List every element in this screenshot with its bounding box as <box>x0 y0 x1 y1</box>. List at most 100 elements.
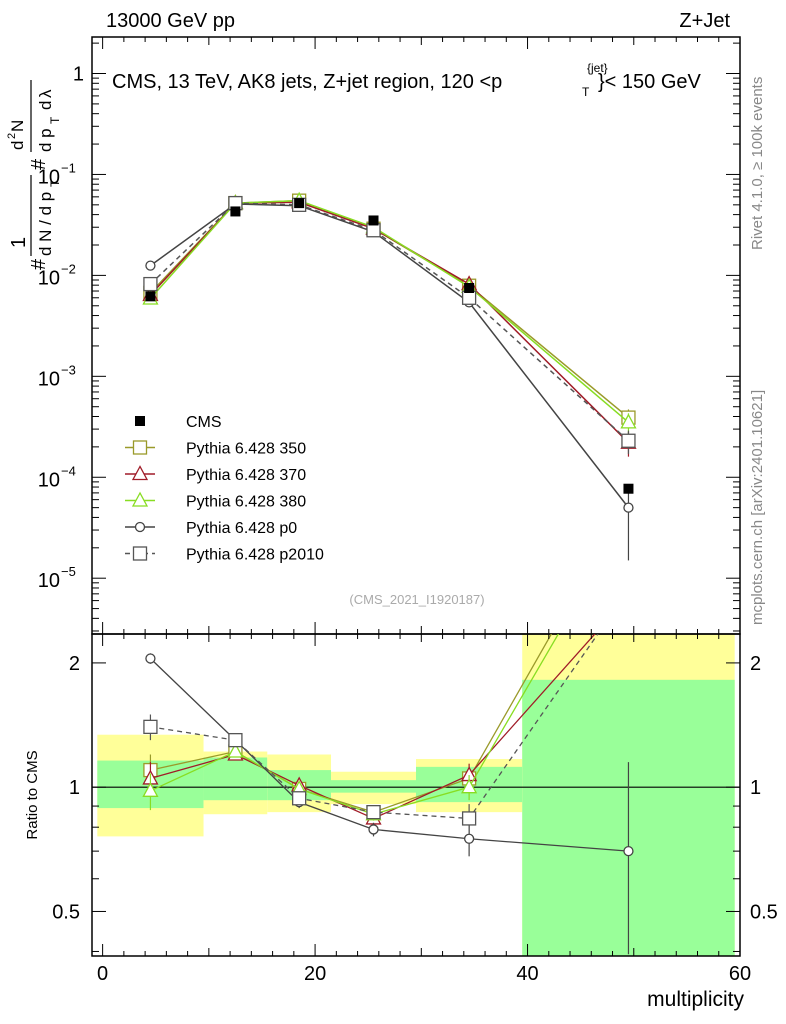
ratio-point <box>227 742 244 758</box>
ylabel-hash-1: # <box>28 258 50 270</box>
main-point <box>623 502 634 513</box>
ylabel-d: d <box>8 141 27 150</box>
process-label: Z+Jet <box>679 10 730 32</box>
main-point <box>143 276 158 292</box>
x-tick-label: 0 <box>97 963 108 985</box>
ratio-series-line <box>150 634 560 815</box>
main-series-line <box>149 202 629 442</box>
legend-label: Pythia 6.428 p0 <box>186 520 297 537</box>
analysis-id-label: (CMS_2021_I1920187) <box>349 592 484 607</box>
main-y-tick-exponent: −4 <box>61 463 76 478</box>
main-y-tick-exponent: −1 <box>61 160 76 175</box>
ylabel-power: 2 <box>6 133 18 139</box>
ratio-point <box>463 833 475 844</box>
legend-item-1: Pythia 6.428 350 <box>125 440 306 458</box>
legend-marker <box>131 465 149 481</box>
ylabel-denominator-sub: T <box>48 179 62 187</box>
ratio-y-axis-label: Ratio to CMS <box>24 750 41 839</box>
ratio-y-tick-label-left: 0.5 <box>52 901 80 923</box>
ratio-y-tick-label-right: 0.5 <box>750 901 778 923</box>
main-series-line <box>149 199 629 419</box>
band-green-bin-3 <box>331 780 416 793</box>
legend-label: CMS <box>186 414 222 431</box>
main-series-cms <box>145 198 634 494</box>
ratio-point <box>145 653 156 664</box>
main-point <box>461 290 477 305</box>
ylabel-denominator: d N / d p <box>36 192 55 256</box>
ylabel-dpT-sub: T <box>48 116 62 124</box>
legend-label: Pythia 6.428 350 <box>186 441 306 458</box>
beam-label: 13000 GeV pp <box>106 10 235 32</box>
ratio-series-group <box>142 634 634 955</box>
plot-title-end: }< 150 GeV <box>598 71 702 93</box>
ratio-series-line <box>150 634 599 820</box>
ratio-panel-series <box>142 634 634 955</box>
main-y-tick-exponent: −5 <box>61 564 76 579</box>
ratio-y-tick-label-right: 1 <box>750 777 761 799</box>
main-y-axis-label: # 1 d N / d p T # d 2 N d p T d λ <box>6 80 62 270</box>
ratio-panel-frame <box>91 633 741 957</box>
legend-marker <box>131 491 149 507</box>
mcplots-source-label: mcplots.cern.ch [arXiv:2401.10621] <box>749 390 766 625</box>
ratio-point <box>142 781 159 797</box>
main-y-tick-label: 10 <box>38 166 60 188</box>
legend-item-5: Pythia 6.428 p2010 <box>125 546 324 564</box>
main-series-2 <box>142 191 637 434</box>
legend-item-0: CMS <box>135 414 222 431</box>
legend-marker <box>132 440 148 455</box>
main-series-line <box>149 203 630 509</box>
x-axis-label: multiplicity <box>647 988 744 1011</box>
ylabel-lambda: λ <box>36 89 55 98</box>
plot-title: CMS, 13 TeV, AK8 jets, Z+jet region, 120… <box>112 61 702 99</box>
ratio-point <box>366 805 381 820</box>
legend-label: Pythia 6.428 380 <box>186 494 306 511</box>
main-y-tick-exponent: −3 <box>61 362 76 377</box>
legend: CMS Pythia 6.428 350 Pythia 6.428 370 Pythi… <box>125 414 324 564</box>
main-series-line <box>149 201 629 444</box>
ratio-point <box>228 732 243 748</box>
plot-title-text: CMS, 13 TeV, AK8 jets, Z+jet region, 120… <box>112 71 502 93</box>
main-point <box>145 260 156 271</box>
main-panel-border <box>91 36 741 635</box>
ratio-series-line <box>150 634 553 813</box>
ratio-point <box>143 719 158 735</box>
ylabel-d-lambda: d <box>36 101 55 110</box>
main-y-tick-label: 10 <box>38 469 60 491</box>
legend-item-2: Pythia 6.428 370 <box>125 465 306 484</box>
ratio-point <box>623 845 634 857</box>
main-y-tick-label: 1 <box>73 64 84 86</box>
ratio-y-tick-label-left: 2 <box>69 653 80 675</box>
ratio-series-line <box>149 658 629 852</box>
main-panel-frame <box>91 36 741 635</box>
cms-point <box>230 206 241 217</box>
ratio-uncertainty-bands <box>97 634 735 956</box>
legend-label: Pythia 6.428 370 <box>186 467 306 484</box>
legend-marker <box>132 546 148 561</box>
legend-item-4: Pythia 6.428 p0 <box>125 520 297 537</box>
ylabel-dpT: d p <box>36 128 55 152</box>
x-tick-label: 60 <box>729 963 751 985</box>
ylabel-hash-2: # <box>28 158 50 170</box>
main-y-tick-exponent: −2 <box>61 261 76 276</box>
plot-title-superscript: {jet} <box>587 61 608 75</box>
ratio-point <box>461 778 478 794</box>
main-y-tick-label: 10 <box>38 267 60 289</box>
ylabel-one: 1 <box>8 237 30 248</box>
x-tick-label: 40 <box>516 963 538 985</box>
legend-marker <box>134 521 146 533</box>
cms-point <box>145 291 156 302</box>
ratio-y-tick-label-right: 2 <box>750 653 761 675</box>
main-series-0 <box>143 193 636 428</box>
cms-point <box>623 483 634 494</box>
ratio-panel-border <box>91 633 741 957</box>
x-tick-label: 20 <box>304 963 326 985</box>
cms-point <box>464 282 475 293</box>
main-point <box>621 433 636 448</box>
ratio-y-tick-label-left: 1 <box>69 777 80 799</box>
ylabel-N: N <box>8 120 27 132</box>
ratio-point <box>368 824 379 835</box>
cms-point <box>368 215 379 226</box>
rivet-version-label: Rivet 4.1.0, ≥ 100k events <box>749 77 766 250</box>
